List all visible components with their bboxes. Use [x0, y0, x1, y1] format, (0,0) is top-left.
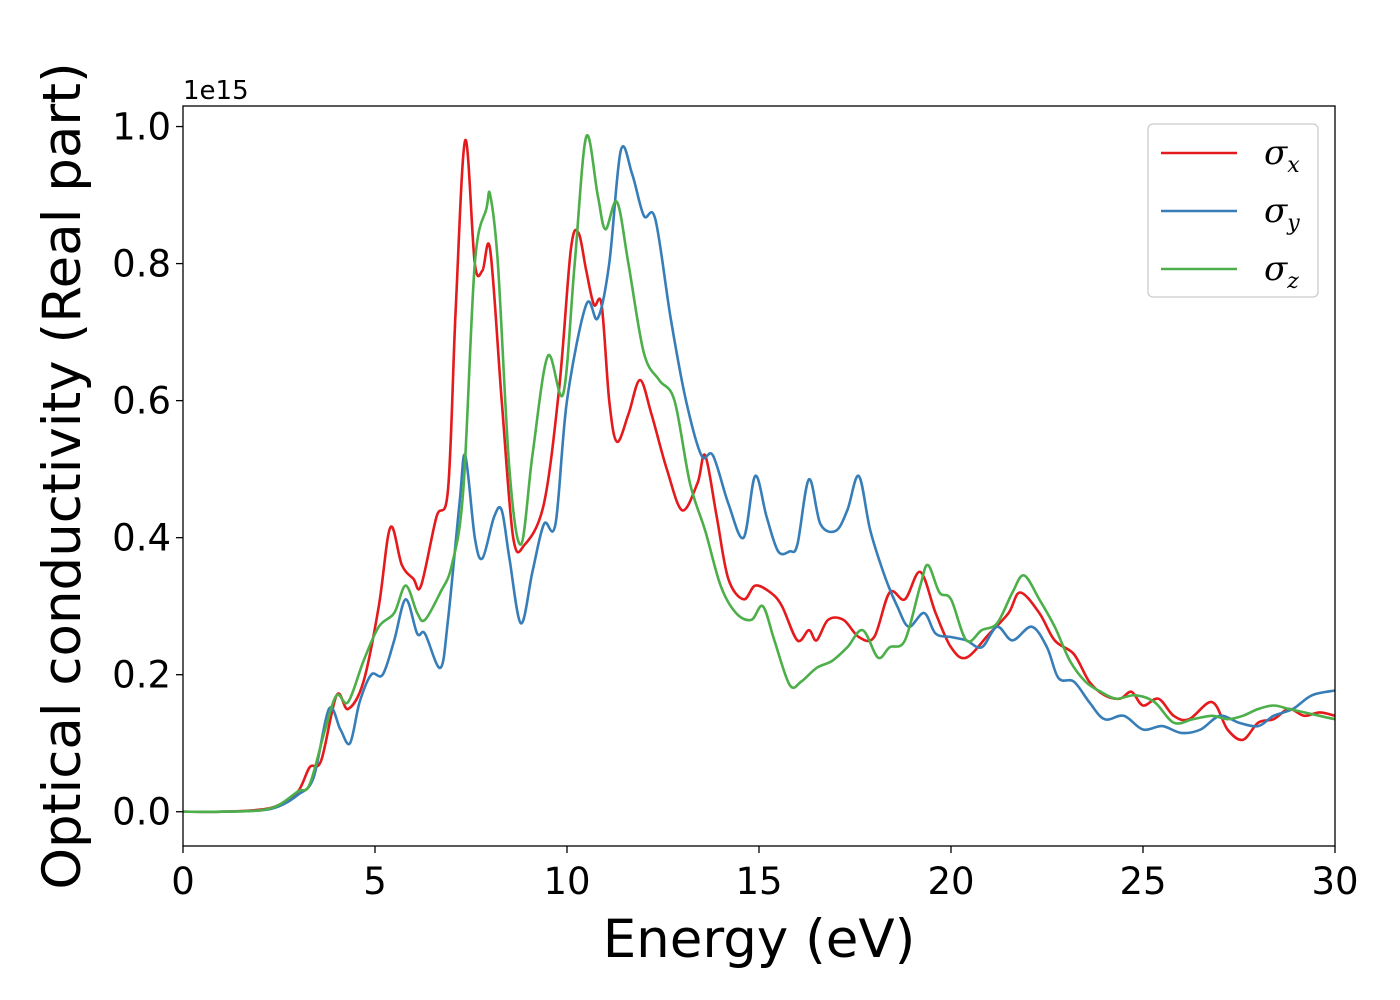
- legend-label-x: σx: [1264, 133, 1300, 178]
- y-tick-label: 0.8: [112, 243, 171, 286]
- legend-label-y: σy: [1264, 191, 1300, 236]
- series-line-z: [182, 133, 1336, 814]
- plot-area: [183, 106, 1335, 846]
- x-tick-label: 20: [927, 860, 974, 903]
- y-tick-label: 1.0: [112, 106, 171, 149]
- x-tick-label: 10: [543, 860, 590, 903]
- y-tick-label: 0.6: [112, 380, 171, 423]
- series-layer: [182, 133, 1336, 814]
- x-tick-label: 25: [1119, 860, 1166, 903]
- x-tick-label: 0: [171, 860, 195, 903]
- legend: σx σy σz: [1147, 123, 1319, 298]
- y-offset-label: 1e15: [183, 76, 249, 106]
- y-tick-label: 0.0: [112, 791, 171, 834]
- y-tick-label: 0.2: [112, 654, 171, 697]
- y-axis-title: Optical conductivity (Real part): [32, 62, 93, 889]
- x-tick-label: 30: [1311, 860, 1358, 903]
- x-axis-title: Energy (eV): [603, 909, 916, 970]
- x-tick-label: 5: [363, 860, 387, 903]
- x-tick-label: 15: [735, 860, 782, 903]
- y-tick-label: 0.4: [112, 517, 171, 560]
- y-axis-ticks: 0.0 0.2 0.4 0.6 0.8 1.0: [112, 106, 183, 834]
- legend-label-z: σz: [1264, 249, 1299, 294]
- x-axis-ticks: 0 5 10 15 20 25 30: [171, 846, 1359, 903]
- series-line-y: [182, 145, 1336, 814]
